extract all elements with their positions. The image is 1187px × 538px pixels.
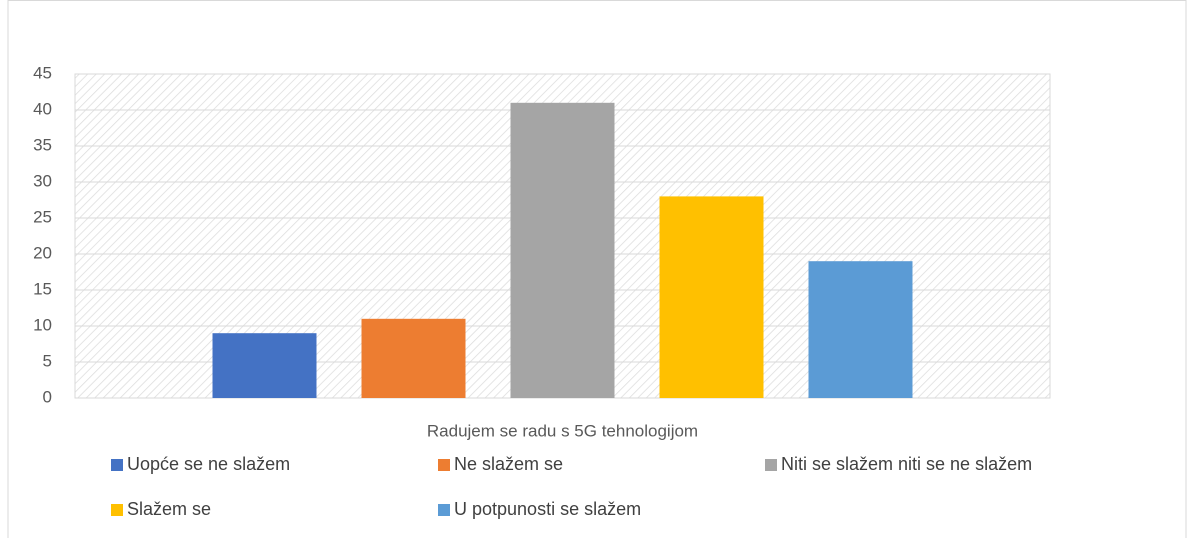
- y-tick-label: 35: [33, 135, 52, 154]
- x-tick-label: Radujem se radu s 5G tehnologijom: [427, 421, 698, 440]
- chart-border: [7, 0, 1187, 538]
- bar: [212, 333, 317, 398]
- legend-label: Uopće se ne slažem: [127, 454, 290, 474]
- y-tick-label: 15: [33, 279, 52, 298]
- bar: [659, 196, 764, 398]
- legend-label: Ne slažem se: [454, 454, 563, 474]
- legend-label: Niti se slažem niti se ne slažem: [781, 454, 1032, 474]
- y-tick-label: 40: [33, 99, 52, 118]
- y-tick-label: 20: [33, 243, 52, 262]
- bar: [361, 318, 466, 398]
- y-tick-label: 0: [43, 387, 52, 406]
- legend-label: U potpunosti se slažem: [454, 499, 641, 519]
- y-tick-label: 45: [33, 63, 52, 82]
- legend-swatch: [765, 459, 777, 471]
- y-tick-label: 30: [33, 171, 52, 190]
- y-tick-label: 5: [43, 351, 52, 370]
- bar: [808, 261, 913, 398]
- y-tick-label: 10: [33, 315, 52, 334]
- legend-swatch: [438, 504, 450, 516]
- legend-swatch: [438, 459, 450, 471]
- legend: Uopće se ne slažem Ne slažem se Niti se sl…: [111, 454, 1032, 519]
- bar: [510, 102, 615, 399]
- legend-swatch: [111, 459, 123, 471]
- legend-swatch: [111, 504, 123, 516]
- legend-label: Slažem se: [127, 499, 211, 519]
- y-tick-label: 25: [33, 207, 52, 226]
